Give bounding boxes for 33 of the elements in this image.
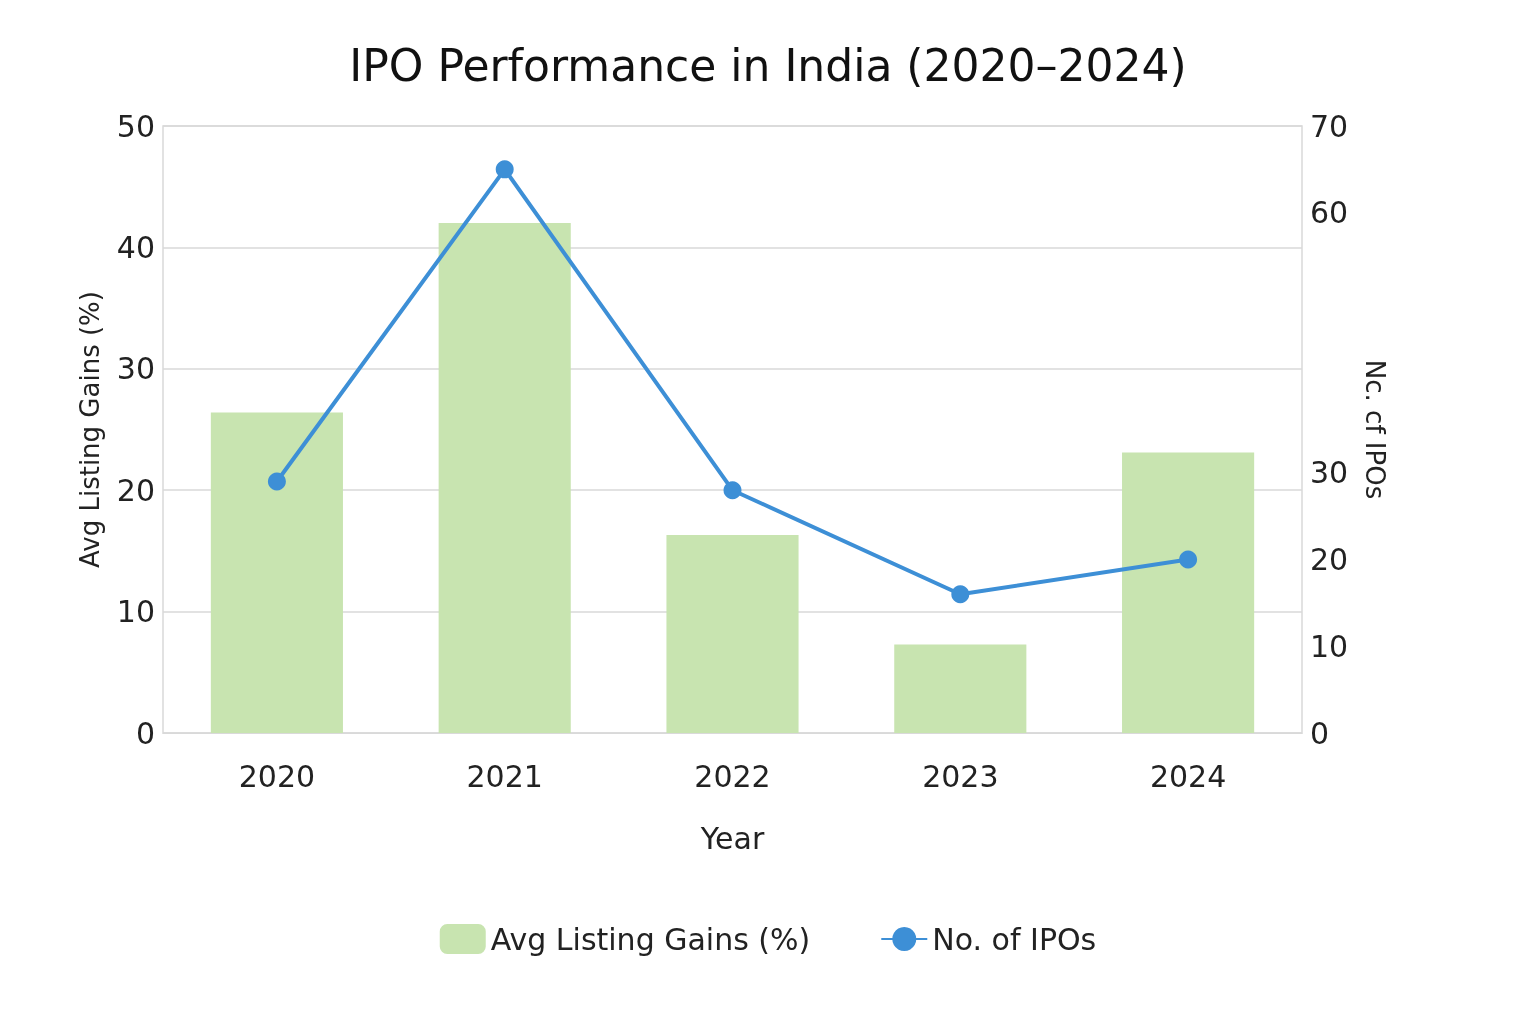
y-tick-label: 0	[135, 715, 155, 751]
bar	[666, 535, 799, 733]
x-tick-label: 2020	[238, 758, 316, 794]
y2-tick-label: 0	[1310, 715, 1330, 751]
bar	[210, 412, 343, 733]
y-tick-label: 30	[116, 351, 155, 387]
y2-tick-label: 70	[1310, 108, 1349, 144]
x-tick-label: 2022	[694, 758, 771, 794]
y2-tick-label: 20	[1310, 542, 1349, 578]
y-tick-label: 10	[116, 594, 155, 630]
x-tick-label: 2021	[466, 758, 543, 794]
y2-tick-label: 60	[1310, 195, 1349, 231]
bar	[894, 644, 1027, 733]
bar	[438, 223, 571, 733]
x-tick-label: 2024	[1149, 758, 1227, 794]
chart-title: IPO Performance in India (2020–2024)	[349, 39, 1187, 91]
y2-tick-label: 10	[1310, 628, 1349, 664]
point	[495, 160, 514, 179]
y-tick-label: 40	[116, 229, 155, 265]
y-tick-label: 50	[116, 108, 155, 144]
bar	[1122, 452, 1255, 733]
point	[1179, 550, 1198, 569]
y2-tick-label: 30	[1310, 455, 1349, 491]
point	[951, 585, 970, 604]
x-axis-title: Year	[699, 820, 765, 856]
y-axis-title: Avg Listing Gains (%)	[75, 291, 105, 568]
y2-axis-title: Nc. cf IPOs	[1360, 359, 1390, 500]
point	[267, 472, 286, 491]
legend-label: Avg Listing Gains (%)	[490, 921, 811, 957]
x-tick-label: 2023	[922, 758, 999, 794]
point	[723, 481, 742, 500]
legend-label: No. of IPOs	[932, 921, 1097, 957]
y-tick-label: 20	[116, 472, 155, 508]
